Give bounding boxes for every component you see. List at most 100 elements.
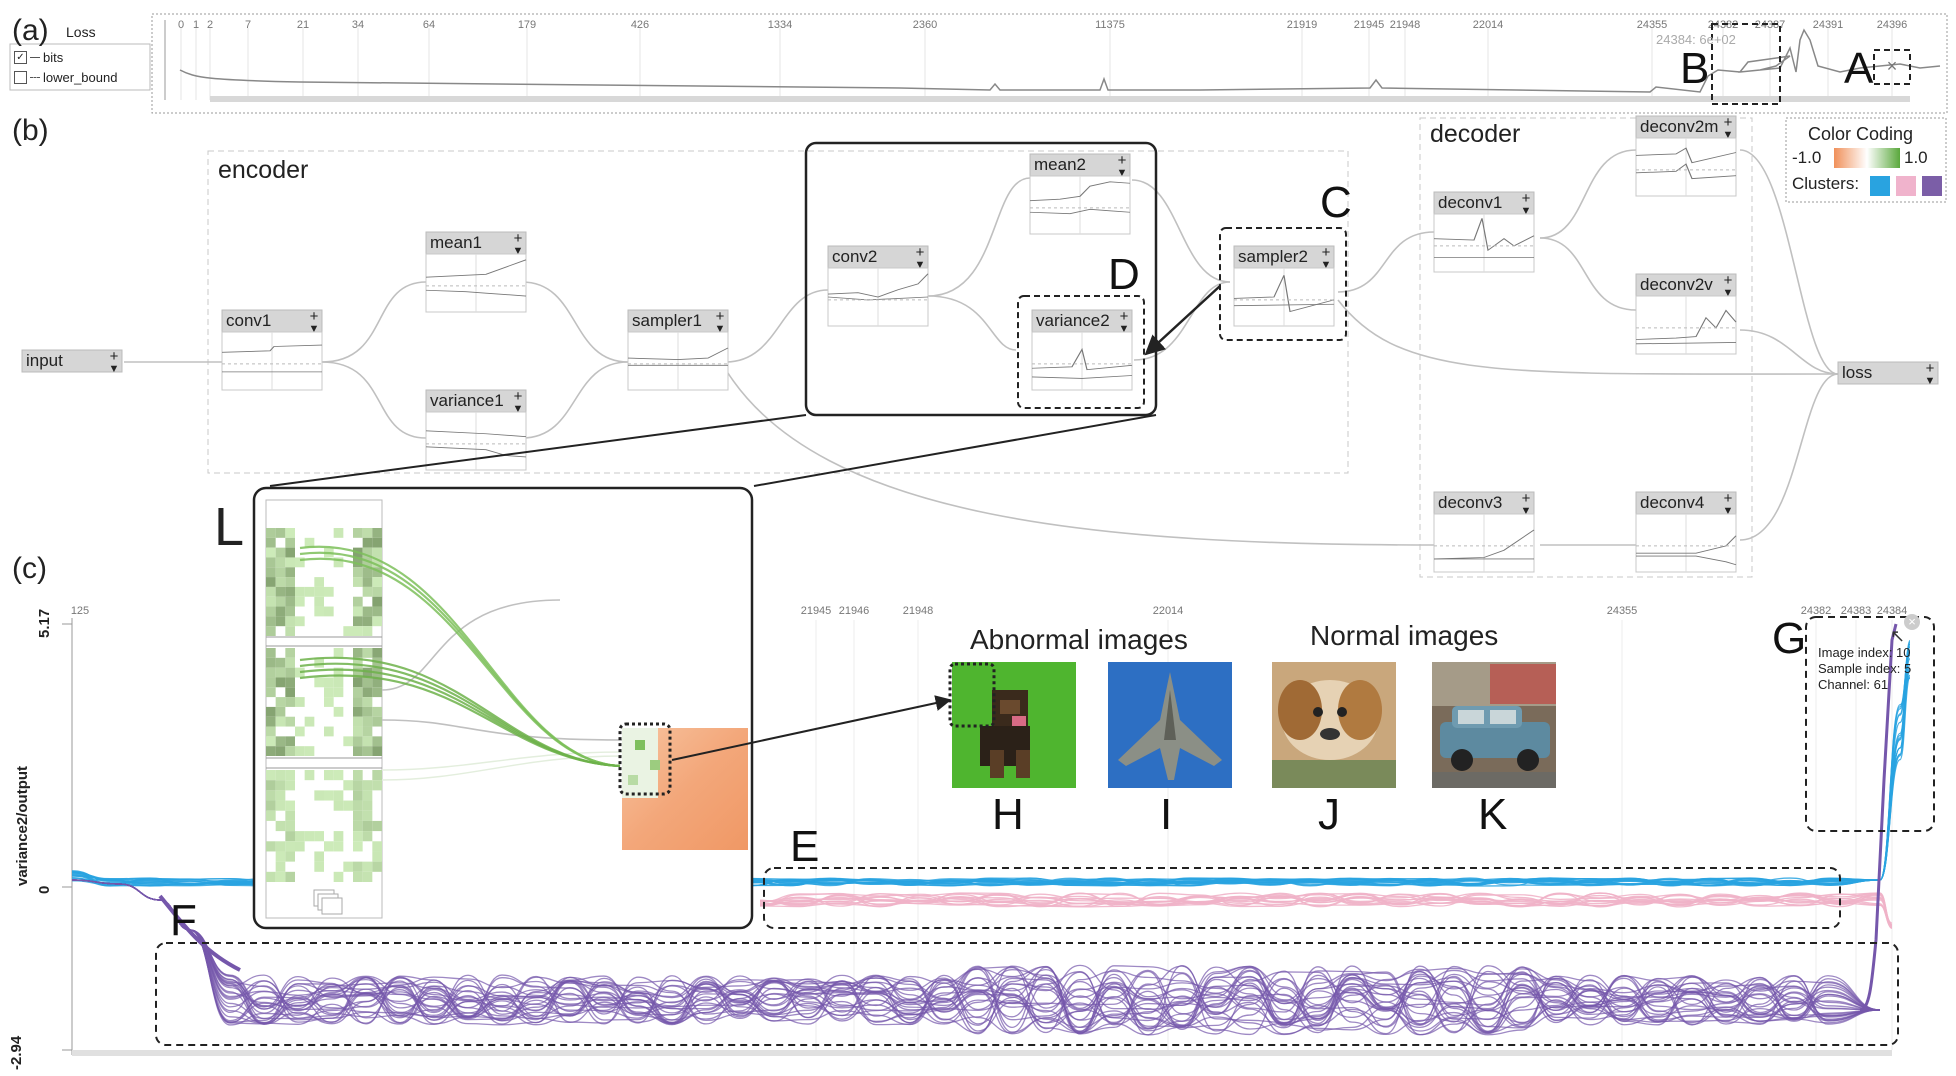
- node-conv1[interactable]: conv1 +▼: [221, 308, 323, 391]
- heatmap-cell: [333, 841, 344, 852]
- heatmap-cell: [266, 616, 276, 627]
- node-sparkline: [425, 289, 527, 297]
- tooltip-close-icon[interactable]: ×: [1904, 614, 1920, 630]
- edge-sampler1-conv2: [725, 289, 829, 363]
- heatmap-cell: [266, 706, 276, 717]
- loss-x-tick-label: 2360: [913, 19, 937, 31]
- heatmap-cell: [362, 736, 373, 747]
- image-h-dog-green: [948, 662, 1076, 788]
- expand-icon[interactable]: +: [110, 348, 119, 365]
- expand-icon[interactable]: +: [1522, 490, 1531, 507]
- node-mean1[interactable]: mean1 +▼: [425, 230, 527, 313]
- loss-brush[interactable]: [210, 96, 1910, 102]
- expand-icon[interactable]: +: [514, 388, 523, 405]
- menu-chevron-icon[interactable]: ▼: [513, 403, 524, 415]
- menu-chevron-icon[interactable]: ▼: [1723, 129, 1734, 141]
- heatmap-cell: [333, 800, 344, 811]
- menu-chevron-icon[interactable]: ▼: [1321, 259, 1332, 271]
- menu-chevron-icon[interactable]: ▼: [109, 363, 120, 375]
- node-deconv2m[interactable]: deconv2m +▼: [1635, 114, 1737, 197]
- tooltip-sample-index: Sample index: 5: [1818, 661, 1912, 676]
- heatmap-cell: [304, 831, 315, 842]
- menu-chevron-icon[interactable]: ▼: [1521, 205, 1532, 217]
- legend-item-bits[interactable]: ✓ bits: [14, 50, 63, 65]
- expand-icon[interactable]: +: [1522, 190, 1531, 207]
- activation-line-purple: [71, 879, 1881, 1035]
- color-coding-min: -1.0: [1792, 148, 1822, 167]
- expand-icon[interactable]: +: [1322, 244, 1331, 261]
- menu-chevron-icon[interactable]: ▼: [915, 259, 926, 271]
- close-x-icon[interactable]: ×: [1887, 56, 1898, 76]
- node-header[interactable]: [21, 349, 123, 373]
- loss-x-tick-label: 2: [207, 19, 213, 31]
- heatmap-cell: [275, 577, 286, 587]
- checkbox-lower-bound-icon[interactable]: [14, 71, 27, 84]
- node-input[interactable]: input +▼: [21, 348, 123, 375]
- heatmap-cell: [372, 716, 382, 727]
- heatmap-cell: [353, 831, 363, 842]
- node-sparkline: [1233, 275, 1335, 313]
- node-sparkline: [425, 430, 527, 438]
- cluster-swatch-pink[interactable]: [1896, 176, 1916, 196]
- node-loss[interactable]: loss +▼: [1837, 360, 1939, 387]
- heatmap-cell: [285, 528, 295, 538]
- mouse-cursor-icon: ↖: [1890, 626, 1906, 646]
- expand-icon[interactable]: +: [310, 308, 319, 325]
- menu-chevron-icon[interactable]: ▼: [1521, 505, 1532, 517]
- node-sampler1[interactable]: sampler1 +▼: [627, 308, 729, 391]
- expand-icon[interactable]: +: [1120, 308, 1129, 325]
- activation-tooltip: Image index: 10 Sample index: 5 Channel:…: [1818, 645, 1911, 693]
- expand-icon[interactable]: +: [916, 244, 925, 261]
- heatmap-cell: [275, 820, 286, 832]
- node-sparkline: [1636, 535, 1737, 554]
- arrow-c-to-d: [1144, 285, 1221, 356]
- menu-chevron-icon[interactable]: ▼: [1723, 505, 1734, 517]
- image-i-airplane: [1108, 662, 1232, 788]
- expand-icon[interactable]: +: [1724, 490, 1733, 507]
- node-variance2[interactable]: variance2 +▼: [1031, 308, 1133, 391]
- tooltip-image-index: Image index: 10: [1818, 645, 1911, 660]
- heatmap-cell: [372, 616, 382, 627]
- node-mean2[interactable]: mean2 +▼: [1029, 152, 1131, 235]
- expand-icon[interactable]: +: [514, 230, 523, 247]
- node-header[interactable]: [1837, 361, 1939, 385]
- edge-deconv4-loss: [1739, 373, 1839, 541]
- node-deconv4[interactable]: deconv4 +▼: [1635, 490, 1737, 573]
- legend-item-lower-bound[interactable]: lower_bound: [14, 70, 117, 85]
- edge-deconv1-deconv2m: [1539, 149, 1637, 239]
- variance2-selected-region[interactable]: [618, 722, 672, 796]
- cluster-swatch-blue[interactable]: [1870, 176, 1890, 196]
- heatmap-cell: [275, 851, 286, 862]
- node-deconv1[interactable]: deconv1 +▼: [1433, 190, 1535, 273]
- menu-chevron-icon[interactable]: ▼: [1117, 167, 1128, 179]
- activation-brush[interactable]: [72, 1050, 1892, 1056]
- menu-chevron-icon[interactable]: ▼: [1925, 375, 1936, 387]
- menu-chevron-icon[interactable]: ▼: [1119, 323, 1130, 335]
- cluster-swatch-purple[interactable]: [1922, 176, 1942, 196]
- menu-chevron-icon[interactable]: ▼: [513, 245, 524, 257]
- panel-label-c: (c): [12, 552, 47, 585]
- expand-icon[interactable]: +: [716, 308, 725, 325]
- expand-icon[interactable]: +: [1926, 360, 1935, 377]
- menu-chevron-icon[interactable]: ▼: [1723, 287, 1734, 299]
- sample-images: [948, 662, 1556, 788]
- checkbox-bits-checked-icon[interactable]: ✓: [14, 51, 27, 64]
- node-variance1[interactable]: variance1 +▼: [425, 388, 527, 471]
- heatmap-cell: [362, 577, 373, 587]
- expand-icon[interactable]: +: [1724, 114, 1733, 131]
- menu-chevron-icon[interactable]: ▼: [309, 323, 320, 335]
- green-connection: [299, 557, 621, 768]
- menu-chevron-icon[interactable]: ▼: [715, 323, 726, 335]
- node-sparkline: [425, 446, 527, 458]
- heatmap-cell: [285, 687, 295, 698]
- activation-line-highlighted[interactable]: [1859, 623, 1898, 1012]
- node-sampler2[interactable]: sampler2 +▼: [1233, 244, 1335, 327]
- heatmap-cell: [353, 810, 363, 821]
- node-deconv3[interactable]: deconv3 +▼: [1433, 490, 1535, 573]
- node-conv2[interactable]: conv2 +▼: [827, 244, 929, 327]
- loss-x-tick-label: 179: [518, 19, 536, 31]
- layers-icon[interactable]: [313, 889, 343, 915]
- expand-icon[interactable]: +: [1118, 152, 1127, 169]
- expand-icon[interactable]: +: [1724, 272, 1733, 289]
- node-deconv2v[interactable]: deconv2v +▼: [1635, 272, 1737, 355]
